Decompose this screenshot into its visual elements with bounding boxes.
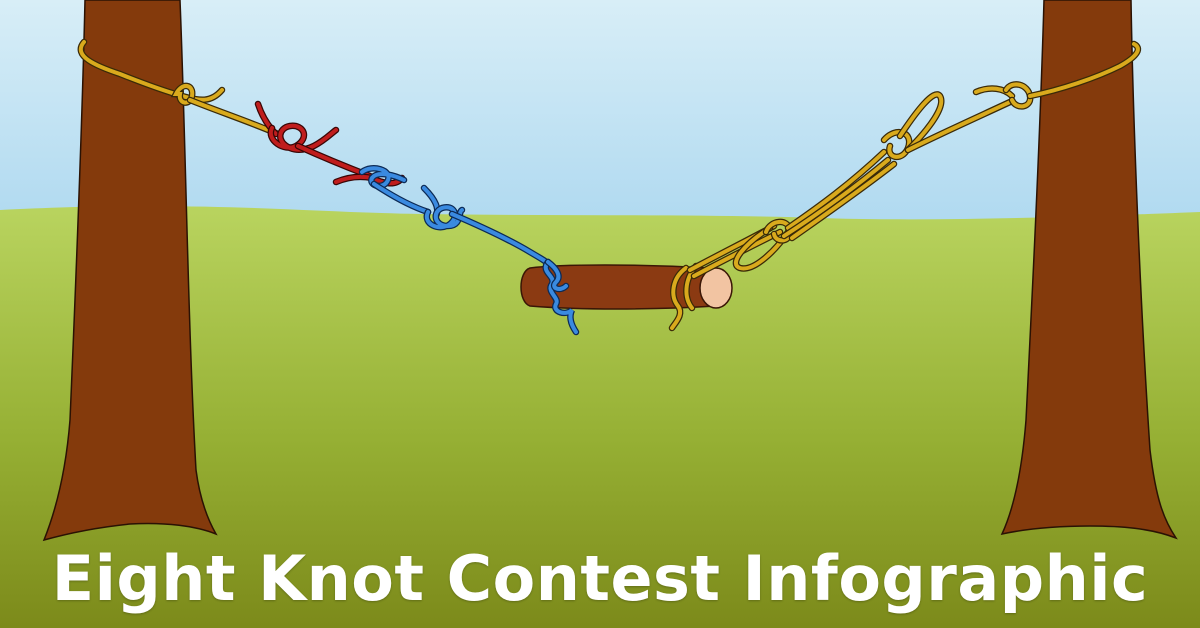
stick-cut-end (700, 268, 732, 308)
